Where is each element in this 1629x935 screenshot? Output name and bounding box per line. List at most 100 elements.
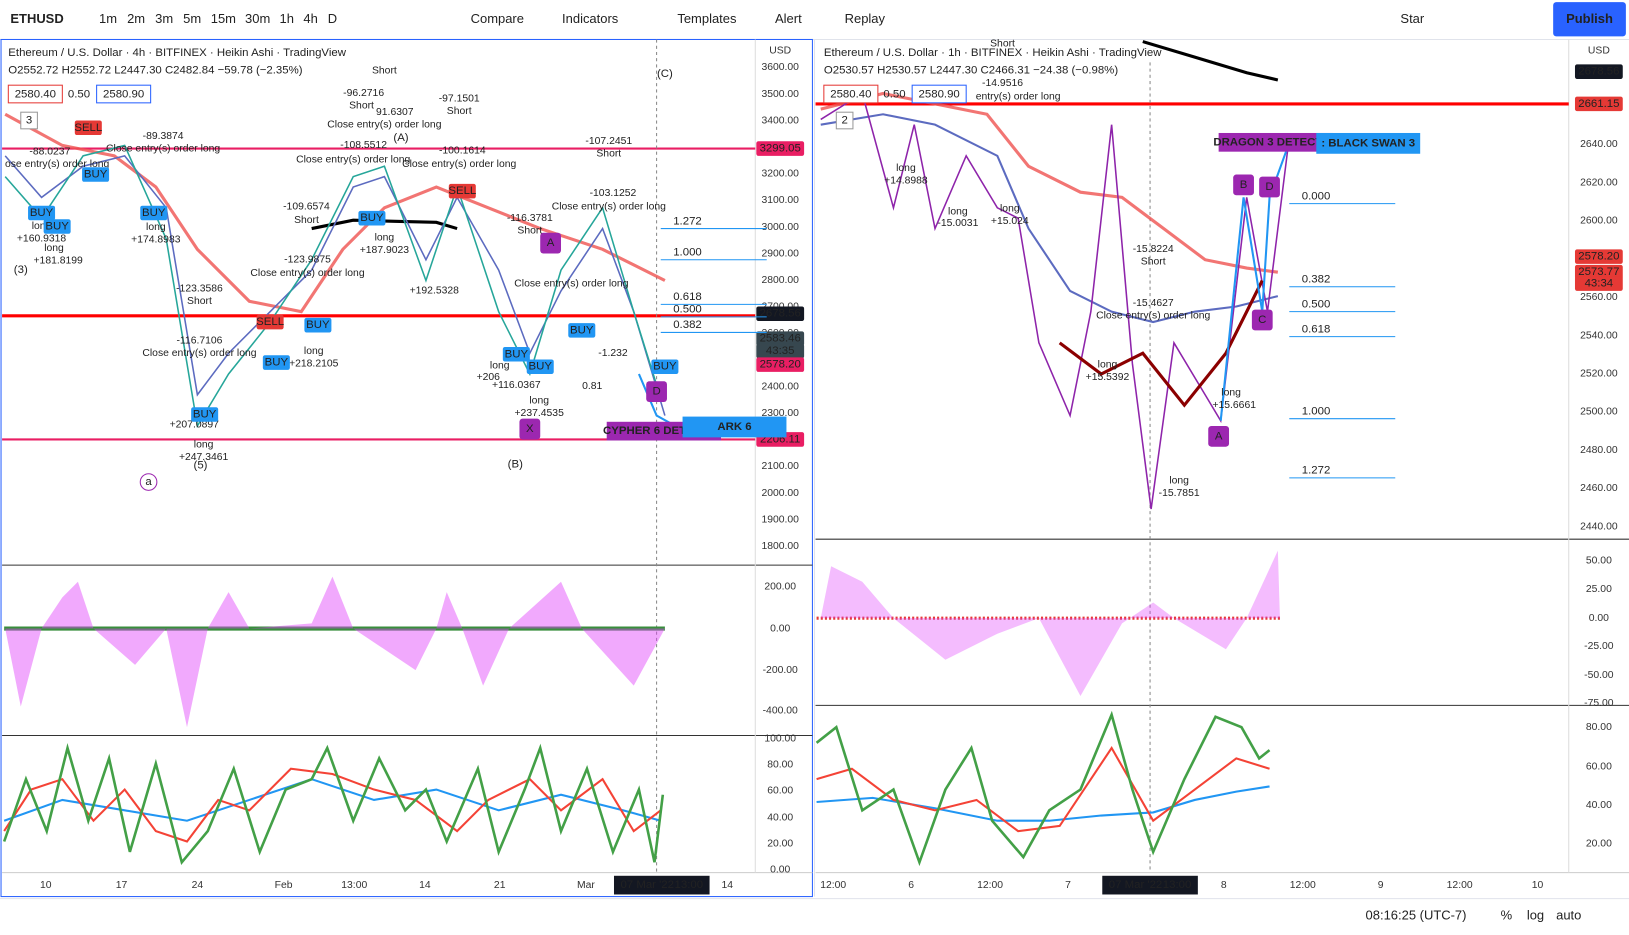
- strategy-annotation: +218.2105: [289, 358, 339, 369]
- price-tick-label: 3000.00: [761, 222, 799, 233]
- pattern-point-bg: [540, 232, 562, 254]
- price-tick-label: 2800.00: [761, 275, 799, 286]
- signal-label: BUY: [505, 348, 529, 360]
- strategy-annotation: -96.2716: [343, 88, 384, 99]
- interval-button[interactable]: 15m: [211, 11, 236, 26]
- ohlc-values: O2530.57 H2530.57 L2447.30 C2466.31 −24.…: [824, 65, 1118, 77]
- star-button[interactable]: Star: [1400, 11, 1424, 26]
- interval-button[interactable]: 1h: [280, 11, 294, 26]
- signal-label-bg: [74, 120, 102, 136]
- counter-box: [835, 111, 854, 130]
- counter-box: [20, 111, 38, 130]
- interval-button[interactable]: 1m: [99, 11, 117, 26]
- price-label-bg: [1574, 64, 1623, 79]
- bid-price: 2580.40: [15, 89, 56, 101]
- fib-label: 0.382: [673, 319, 702, 331]
- wave-label: (3): [14, 264, 28, 276]
- percent-status[interactable]: %: [1501, 908, 1513, 923]
- strategy-annotation: +14.8988: [884, 176, 928, 187]
- strategy-annotation: long: [1221, 387, 1241, 398]
- crosshair-time: 13:00: [675, 879, 704, 891]
- ask-box: [96, 84, 152, 104]
- bid-box: [823, 84, 879, 104]
- histogram-area: [820, 550, 1280, 697]
- interval-button[interactable]: 4h: [303, 11, 317, 26]
- compare-button[interactable]: Compare: [471, 11, 524, 26]
- publish-button-bg[interactable]: [1553, 2, 1626, 37]
- price-tick-label: 3500.00: [761, 89, 799, 100]
- signal-label-bg: [82, 167, 110, 182]
- osc-tick-label: 40.00: [767, 812, 793, 823]
- time-tick-label: Feb: [275, 880, 293, 891]
- time-tick-label: 13:00: [341, 880, 367, 891]
- strategy-annotation: Close entry(s) order long: [552, 201, 666, 212]
- wave-label: (A): [393, 132, 408, 144]
- strategy-annotation: -15.4627: [1133, 298, 1174, 309]
- price-tick-label: 2620.00: [1580, 177, 1618, 188]
- log-status[interactable]: log: [1527, 908, 1544, 923]
- moving-average: [1058, 279, 1264, 408]
- wave-label: (B): [508, 458, 523, 470]
- templates-button[interactable]: Templates: [677, 11, 737, 26]
- publish-button[interactable]: Publish: [1566, 11, 1613, 26]
- strategy-annotation: long: [529, 396, 549, 407]
- strategy-annotation: +160.9318: [17, 234, 67, 245]
- time-tick-label: 12:00: [1290, 880, 1316, 891]
- time-tick-label: 21: [494, 880, 506, 891]
- strategy-annotation: Short: [187, 296, 212, 307]
- osc-tick-label: 80.00: [767, 759, 793, 770]
- price-label-bg: [756, 357, 805, 372]
- osc-tick-label: 20.00: [767, 838, 793, 849]
- price-tick-label: 2640.00: [1580, 139, 1618, 150]
- interval-button[interactable]: 30m: [245, 11, 270, 26]
- price-label-bg: [756, 331, 805, 346]
- alert-button[interactable]: Alert: [775, 11, 802, 26]
- bid-box: [7, 84, 63, 104]
- signal-label-bg: [651, 359, 679, 374]
- strategy-annotation: long: [304, 346, 324, 357]
- price-line: [820, 92, 1290, 510]
- osc-tick-label: 60.00: [1586, 761, 1612, 772]
- wave-label: (C): [657, 68, 673, 80]
- price-line: [4, 154, 666, 416]
- time-tick-label: 12:00: [977, 880, 1003, 891]
- signal-label-bg: [526, 359, 554, 374]
- time-tick-label: 14: [419, 880, 431, 891]
- signal-label-bg: [304, 317, 332, 333]
- osc-tick-label: -75.00: [1584, 698, 1614, 709]
- price-tick-label: 3200.00: [761, 169, 799, 180]
- oscillator-line: [2, 742, 665, 866]
- crosshair-label-bg: [1102, 875, 1198, 895]
- strategy-annotation: ose entry(s) order long: [5, 159, 110, 170]
- auto-status[interactable]: auto: [1556, 908, 1581, 923]
- pattern-point-bg: [646, 381, 667, 403]
- interval-button[interactable]: 3m: [155, 11, 173, 26]
- strategy-annotation: +187.9023: [360, 245, 410, 256]
- ohlc-values: O2552.72 H2552.72 L2447.30 C2482.84 −59.…: [8, 65, 302, 77]
- osc-tick-label: 0.00: [1589, 613, 1609, 624]
- symbol[interactable]: ETHUSD: [10, 11, 63, 26]
- time-tick-label: 12:00: [820, 880, 846, 891]
- chart-title: Ethereum / U.S. Dollar · 4h · BITFINEX ·…: [8, 47, 346, 59]
- counter: 3: [26, 115, 32, 127]
- price-tick-label: 2300.00: [761, 408, 799, 419]
- price-label: 2678.56: [1578, 66, 1619, 78]
- strategy-annotation: +206: [477, 372, 501, 383]
- signal-label: SELL: [448, 185, 476, 197]
- strategy-annotation: Short: [596, 148, 621, 159]
- strategy-annotation: +15.6661: [1212, 400, 1256, 411]
- strategy-annotation: +15.024: [991, 216, 1029, 227]
- time-tick-label: 8: [1221, 880, 1227, 891]
- interval-button[interactable]: D: [328, 11, 337, 26]
- replay-button[interactable]: Replay: [845, 11, 886, 26]
- strategy-annotation: +247.3461: [179, 452, 229, 463]
- interval-button[interactable]: 5m: [183, 11, 201, 26]
- time-tick-label: 10: [1532, 880, 1544, 891]
- strategy-annotation: long: [194, 439, 214, 450]
- time-status: 08:16:25 (UTC-7): [1366, 908, 1467, 923]
- price-tick-label: 2000.00: [761, 488, 799, 499]
- interval-button[interactable]: 2m: [127, 11, 145, 26]
- price-label: 2206.11: [760, 433, 800, 445]
- indicators-button[interactable]: Indicators: [562, 11, 619, 26]
